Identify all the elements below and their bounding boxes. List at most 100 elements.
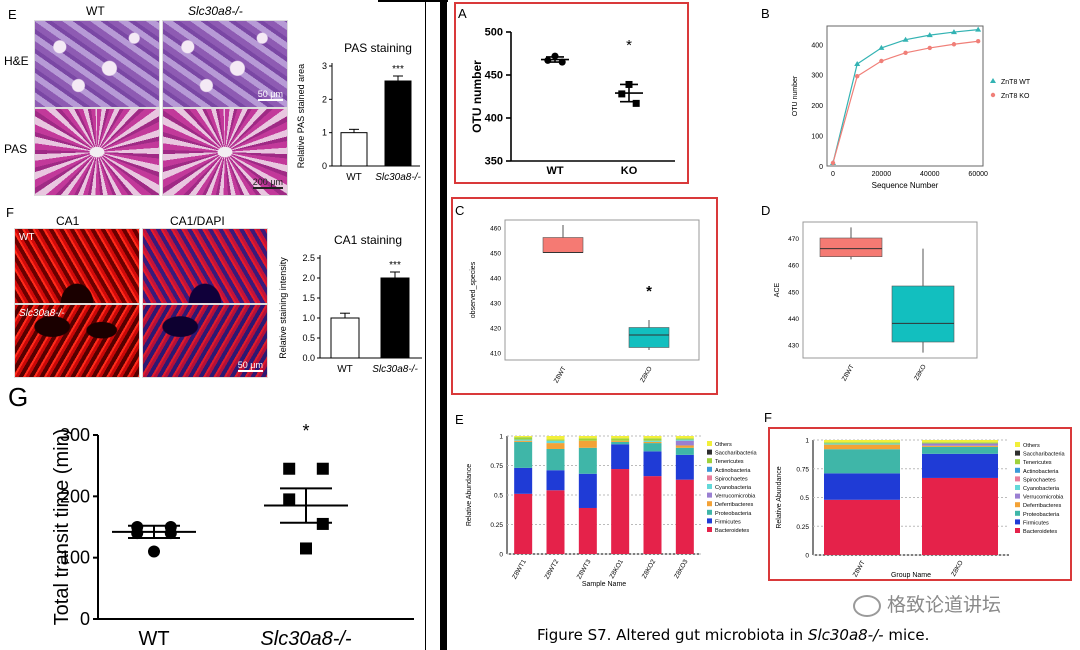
stack-segment: [643, 441, 662, 444]
x-axis-label: Group Name: [891, 572, 931, 579]
legend-label: Spirochaetes: [715, 476, 748, 482]
abundance-samples-chart: 0 0.25 0.5 0.75 1 Relative Abundance Sample Na…: [466, 434, 758, 589]
panel-letter-e: E: [8, 7, 17, 22]
x-tick-label: Z8KO3: [673, 558, 690, 580]
stack-segment: [643, 436, 662, 439]
y-tick-label: 0.5: [302, 333, 315, 343]
stack-segment: [514, 440, 533, 442]
x-tick-label: WT: [337, 364, 353, 375]
x-tick-label: WT: [546, 165, 563, 177]
legend-swatch: [707, 509, 712, 515]
y-tick-label: 420: [490, 326, 501, 333]
y-axis-label: Relative Abundance: [776, 466, 783, 528]
significance-mark: *: [646, 283, 652, 300]
x-tick-label: WT: [346, 172, 362, 183]
data-point: [316, 517, 329, 530]
legend-label: Bacteroidetes: [1023, 529, 1057, 535]
legend-label: Saccharibacteria: [1023, 452, 1066, 458]
stack-segment: [675, 445, 694, 448]
y-tick-label: 0.25: [796, 524, 809, 531]
legend-label: Proteobacteria: [1023, 512, 1060, 518]
data-point: [316, 462, 329, 475]
chart-title: CA1 staining: [334, 233, 402, 247]
stack-segment: [643, 438, 662, 441]
panel-letter-b: B: [761, 6, 770, 21]
y-tick-label: 2: [322, 94, 327, 104]
legend-swatch: [1015, 485, 1020, 490]
stack-segment: [824, 449, 900, 474]
stack-segment: [546, 490, 565, 554]
legend-label: Others: [715, 442, 732, 448]
series-marker: [879, 58, 884, 64]
stack-segment: [922, 442, 998, 444]
caption-suffix: mice.: [883, 626, 930, 644]
y-axis-label: OTU number: [470, 60, 484, 133]
x-axis-label: Sequence Number: [872, 181, 939, 190]
y-tick-label: 0.0: [302, 353, 315, 363]
stack-segment: [922, 443, 998, 446]
right-half: A OTU number 350 400 450 500 WT KO * B 0 100 200 3…: [447, 0, 1080, 650]
stack-segment: [611, 436, 630, 439]
y-tick-label: 0: [805, 553, 809, 560]
y-axis-label: Relative staining intensity: [278, 257, 288, 359]
significance-mark: *: [302, 421, 309, 441]
y-axis-label: OTU number: [792, 75, 799, 116]
stack-segment: [824, 442, 900, 444]
y-tick-label: 0: [499, 552, 503, 559]
panel-c-box: [451, 197, 718, 395]
stack-segment: [546, 470, 565, 491]
stack-segment: [675, 447, 694, 455]
bar-1: [380, 277, 410, 359]
data-point: [164, 521, 177, 533]
pas-ko-image: 200 μm: [162, 108, 288, 196]
legend-label: Saccharibacteria: [715, 451, 758, 457]
y-axis-label: Relative PAS stained area: [296, 64, 306, 168]
rarefaction-chart: 0 100 200 300 400 0 20000 40000 60000 Sequence Nu…: [792, 25, 1031, 190]
legend-swatch: [707, 501, 712, 507]
abundance-groups-chart: 0 0.25 0.5 0.75 1 Relative Abundance Group Nam…: [776, 438, 1066, 580]
y-tick-label: 460: [490, 226, 501, 233]
series-marker: [926, 32, 933, 38]
x-tick-label: Z8WT: [852, 559, 867, 578]
ca1-wt-image: WT: [14, 228, 140, 304]
data-point: [148, 545, 160, 558]
y-tick-label: 0: [80, 609, 90, 629]
stack-segment: [514, 439, 533, 441]
x-tick-label: Z8KO: [913, 364, 928, 382]
x-tick-label: WT: [138, 628, 169, 648]
caption-gene: Slc30a8-/-: [807, 626, 884, 644]
legend-label: Verrucomicrobia: [715, 494, 756, 500]
y-tick-label: 2.5: [302, 253, 315, 263]
stack-segment: [675, 454, 694, 480]
stack-segment: [922, 477, 998, 555]
legend-swatch: [707, 449, 712, 455]
legend-label: Firmicutes: [715, 519, 741, 525]
he-wt-image: [34, 20, 160, 108]
stack-segment: [611, 441, 630, 445]
stack-segment: [922, 446, 998, 454]
stack-segment: [514, 436, 533, 438]
legend-label: Cyanobacteria: [715, 485, 752, 491]
x-tick-label: Z8WT3: [576, 558, 593, 580]
significance-mark: ***: [392, 64, 404, 75]
y-tick-label: 430: [490, 301, 501, 308]
y-tick-label: 450: [485, 70, 503, 82]
x-tick-label: Z8KO2: [641, 558, 658, 580]
y-tick-label: 0.75: [490, 463, 503, 470]
legend-label: Proteobacteria: [715, 511, 752, 517]
top-rule: [378, 0, 448, 2]
series-line-0: [832, 29, 979, 164]
y-tick-label: 470: [788, 236, 799, 243]
y-axis-label: observed_species: [470, 261, 477, 318]
row-label-wt: WT: [19, 232, 35, 243]
data-point: [283, 462, 296, 475]
series-marker: [975, 26, 982, 32]
legend-label: Deferribacteres: [1023, 503, 1061, 509]
series-marker: [927, 45, 932, 51]
y-tick-label: 0.25: [490, 522, 503, 529]
series-marker: [975, 39, 981, 44]
legend-swatch: [1015, 450, 1020, 456]
stack-segment: [514, 437, 533, 440]
legend-marker: [990, 92, 996, 98]
stack-segment: [514, 493, 533, 554]
